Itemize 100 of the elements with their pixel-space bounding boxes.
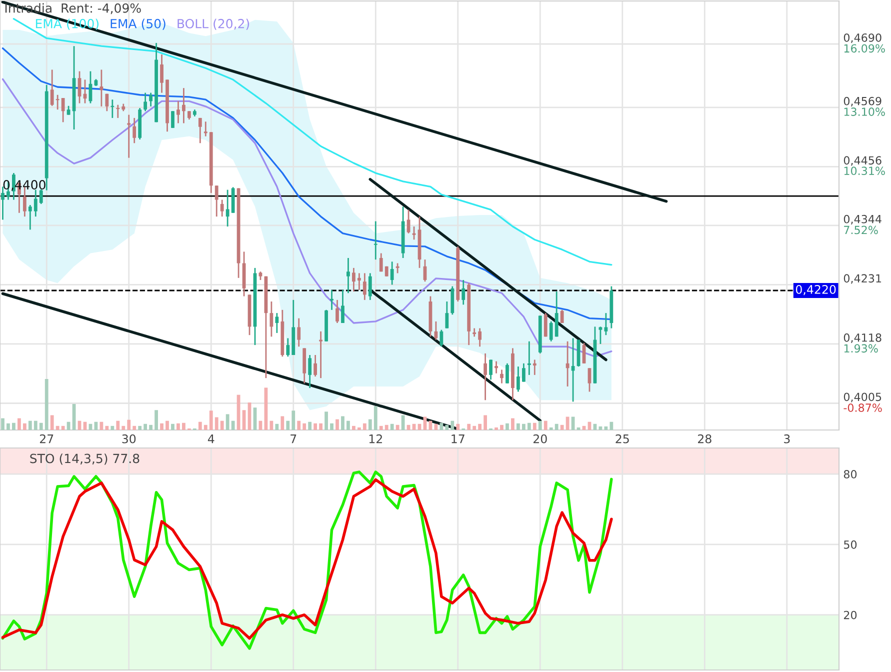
bar <box>554 424 558 430</box>
bar <box>566 416 570 430</box>
bar <box>292 410 296 430</box>
bar <box>110 426 114 430</box>
bar <box>527 422 531 430</box>
bar <box>127 420 131 430</box>
bar <box>308 422 312 430</box>
x-tick-label: 25 <box>616 434 629 444</box>
y-tick-label: 50 <box>844 540 857 549</box>
bar <box>198 422 202 430</box>
bar <box>484 415 488 430</box>
bar <box>171 424 174 430</box>
bar <box>401 415 405 430</box>
bar <box>166 420 169 430</box>
x-tick-label: 12 <box>369 434 382 444</box>
bar <box>532 422 536 430</box>
x-tick-label: 27 <box>40 434 54 444</box>
bar <box>472 426 476 430</box>
text: BOLL (20,2) <box>178 18 250 30</box>
bar <box>511 418 514 430</box>
bar <box>450 420 454 430</box>
bar <box>336 419 339 430</box>
bar <box>544 420 548 430</box>
bar <box>231 420 235 430</box>
x-tick-label: 7 <box>290 434 296 444</box>
bar <box>341 416 344 430</box>
bar <box>270 420 274 430</box>
bar <box>204 424 208 430</box>
bar <box>56 426 60 430</box>
bar <box>396 424 400 430</box>
bar <box>132 426 136 430</box>
y2-tick-label: 16.09% <box>844 44 885 53</box>
x-tick-label: 3 <box>784 434 790 444</box>
bar <box>34 420 38 430</box>
bar <box>22 423 26 430</box>
bar <box>39 422 43 430</box>
bar <box>522 424 526 430</box>
bar <box>445 424 449 430</box>
bar <box>384 424 388 430</box>
x-tick-label: 4 <box>208 434 214 444</box>
bar <box>319 423 322 430</box>
bar <box>390 424 394 430</box>
bar <box>610 422 614 430</box>
bar <box>314 423 318 430</box>
bar <box>176 423 180 430</box>
y2-tick-label: 1.93% <box>844 344 878 353</box>
bar <box>374 406 378 430</box>
bar <box>368 419 372 430</box>
bar <box>467 424 471 430</box>
bar <box>226 414 230 430</box>
bar <box>571 416 575 430</box>
bar <box>6 423 10 430</box>
bar <box>28 420 32 430</box>
y2-tick-label: -0.87% <box>844 404 882 412</box>
bar <box>440 422 444 430</box>
bar <box>423 416 427 430</box>
bar <box>549 427 553 430</box>
bar <box>302 423 306 430</box>
bar <box>500 424 504 430</box>
bar <box>330 423 334 430</box>
bar <box>160 423 164 430</box>
y-tick-label: 0,4456 <box>844 156 882 166</box>
bar <box>138 426 142 430</box>
bar <box>324 412 328 430</box>
ref-line-label: 0,4220 <box>796 284 836 296</box>
bar <box>12 422 16 430</box>
bar <box>352 426 356 430</box>
x-tick-label: 30 <box>122 434 136 444</box>
bar <box>280 416 284 430</box>
bar <box>357 427 361 430</box>
y-tick-label: 0,4569 <box>844 96 882 106</box>
bar <box>379 426 383 430</box>
x-tick-label: 20 <box>533 434 547 444</box>
y2-tick-label: 10.31% <box>844 166 885 176</box>
bar <box>275 424 279 430</box>
y2-tick-label: 7.52% <box>844 226 878 234</box>
y-tick-label: 0,4690 <box>844 33 882 43</box>
bar <box>456 424 460 430</box>
y-tick-label: 20 <box>844 610 857 620</box>
bar <box>538 420 542 430</box>
bar <box>220 420 224 430</box>
bar <box>149 424 152 430</box>
bar <box>154 410 158 430</box>
bar <box>44 379 48 430</box>
bar <box>362 423 366 430</box>
bar <box>17 418 21 430</box>
bar <box>214 417 218 430</box>
bar <box>144 424 148 430</box>
bar <box>286 420 290 430</box>
x-tick-label: 28 <box>698 434 712 444</box>
bar <box>346 420 350 430</box>
bar <box>1 418 4 430</box>
text: EMA (50) <box>110 18 166 30</box>
bar <box>604 426 608 430</box>
bar <box>516 423 520 430</box>
bar <box>560 424 564 430</box>
y-tick-label: 0,4005 <box>844 392 882 402</box>
bar <box>116 420 120 430</box>
bar <box>105 426 109 430</box>
bar <box>506 423 509 430</box>
